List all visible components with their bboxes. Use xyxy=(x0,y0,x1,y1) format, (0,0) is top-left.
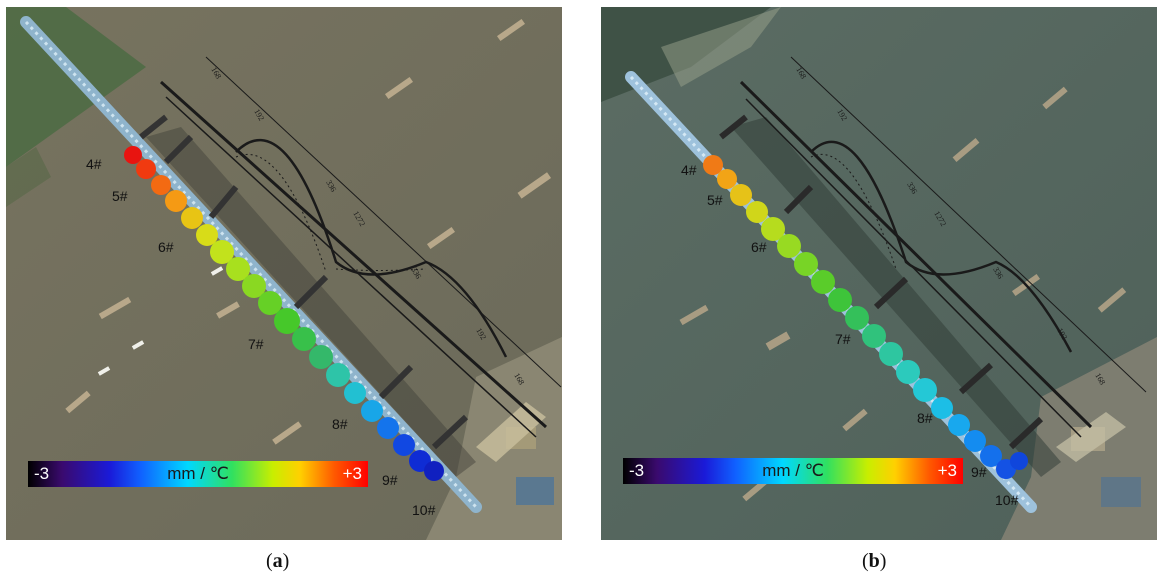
pier-label-4: 4# xyxy=(681,162,697,178)
building-roof xyxy=(1101,477,1141,507)
pier-label-8: 8# xyxy=(917,410,933,426)
pier-label-5: 5# xyxy=(707,192,723,208)
drawing-dimension-labels: 168 192 336 1272 336 192 168 xyxy=(794,66,1107,387)
pier-label-6: 6# xyxy=(158,239,174,255)
pier-label-8: 8# xyxy=(332,416,348,432)
pier-label-5: 5# xyxy=(112,188,128,204)
satellite-image-b: 168 192 336 1272 336 192 168 xyxy=(601,7,1157,540)
deformation-points xyxy=(703,155,1028,479)
bridge-elevation-drawing xyxy=(719,56,1147,450)
image-panel-b: 168 192 336 1272 336 192 168 4# 5# 6# 7#… xyxy=(601,7,1157,540)
pier-label-9: 9# xyxy=(382,472,398,488)
pier-label-10: 10# xyxy=(995,492,1019,508)
colorbar-min-label: -3 xyxy=(34,464,50,483)
colorbar-max-label: +3 xyxy=(342,464,362,483)
pier-label-4: 4# xyxy=(86,156,102,172)
satellite-image-a: 168 192 336 1272 336 192 168 xyxy=(6,7,562,540)
deformation-points xyxy=(124,146,444,481)
building-roof xyxy=(516,477,554,505)
image-panel-a: 168 192 336 1272 336 192 168 4# 5# 6# 7#… xyxy=(6,7,562,540)
caption-a: (a) xyxy=(266,550,290,572)
colorbar-unit-label: mm / ℃ xyxy=(167,464,229,483)
bridge-elevation-drawing xyxy=(139,56,562,450)
colorbar-max-label: +3 xyxy=(937,461,957,480)
pier-label-7: 7# xyxy=(248,336,264,352)
caption-b: (b) xyxy=(862,550,887,572)
colorbar-a: -3 mm / ℃ +3 xyxy=(28,461,368,487)
pier-label-10: 10# xyxy=(412,502,436,518)
pier-label-9: 9# xyxy=(971,464,987,480)
pier-label-6: 6# xyxy=(751,239,767,255)
pier-label-7: 7# xyxy=(835,331,851,347)
colorbar-b: -3 mm / ℃ +3 xyxy=(623,458,963,484)
colorbar-min-label: -3 xyxy=(629,461,645,480)
colorbar-unit-label: mm / ℃ xyxy=(762,461,824,480)
